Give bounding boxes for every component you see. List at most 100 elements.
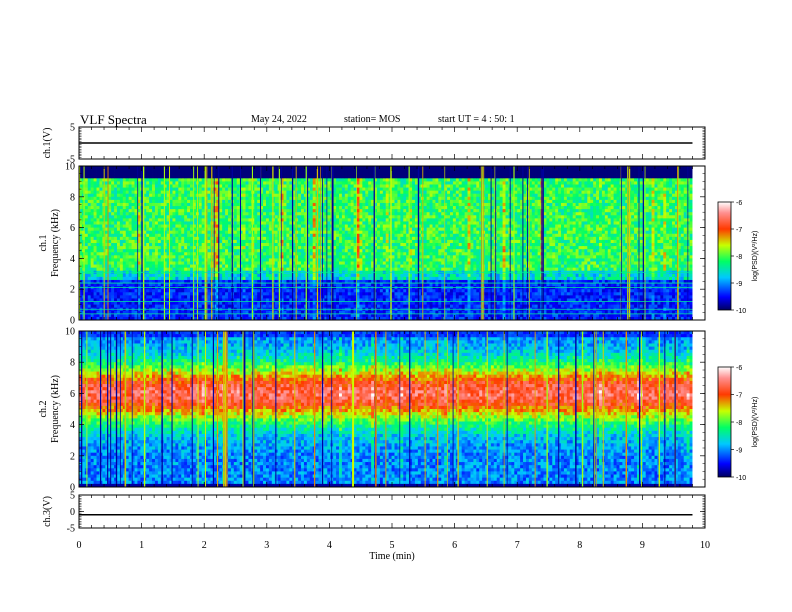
spectrogram-cell	[108, 212, 112, 216]
spectrogram-cell	[222, 190, 226, 195]
spectrogram-cell	[248, 193, 252, 198]
spectrogram-cell	[265, 209, 270, 213]
spectrogram-cell	[353, 267, 357, 272]
spectrogram-cell	[93, 279, 97, 284]
spectrogram-cell	[190, 310, 194, 315]
spectrogram-cell	[359, 196, 363, 201]
spectrogram-cell	[152, 249, 156, 253]
spectrogram-cell	[190, 190, 194, 195]
spectrogram-cell	[327, 187, 331, 192]
spectrogram-cell	[125, 178, 130, 182]
spectrogram-cell	[260, 276, 264, 281]
spectrogram-cell	[359, 166, 363, 170]
spectrogram-cell	[178, 193, 182, 198]
spectrogram-cell	[324, 298, 328, 302]
spectrogram-cell	[219, 267, 223, 272]
spectrogram-cell	[143, 230, 147, 235]
spectrogram-cell	[116, 279, 121, 284]
spectrogram-cell	[108, 181, 112, 185]
spectrogram-cell	[274, 258, 279, 262]
spectrogram-cell	[344, 202, 349, 207]
spectrogram-cell	[344, 193, 349, 198]
spectrogram-cell	[154, 289, 159, 293]
spectrogram-cell	[260, 313, 264, 318]
spectrogram-cell	[143, 209, 147, 213]
spectrogram-cell	[341, 181, 346, 185]
spectrogram-cell	[260, 283, 264, 287]
spectrogram-cell	[152, 230, 156, 235]
spectrogram-cell	[169, 273, 173, 278]
spectrogram-cell	[114, 264, 118, 269]
spectrogram-cell	[172, 215, 176, 219]
spectrogram-cell	[239, 169, 243, 173]
spectrogram-cell	[204, 172, 208, 176]
spectrogram-cell	[169, 292, 173, 296]
spectrogram-cell	[172, 316, 176, 320]
spectrogram-cell	[79, 276, 83, 281]
spectrogram-cell	[84, 304, 89, 309]
spectrogram-cell	[108, 227, 112, 232]
spectrogram-cell	[125, 190, 130, 195]
spectrogram-cell	[257, 224, 261, 228]
spectrogram-cell	[187, 178, 191, 182]
spectrogram-cell	[93, 196, 97, 201]
spectrogram-cell	[225, 166, 229, 170]
spectrogram-cell	[289, 202, 293, 207]
spectrogram-cell	[236, 218, 241, 222]
spectrogram-cell	[201, 313, 206, 318]
spectrogram-cell	[303, 304, 308, 309]
spectrogram-cell	[327, 298, 331, 302]
spectrogram-cell	[350, 184, 354, 188]
spectrogram-cell	[274, 181, 279, 185]
spectrogram-cell	[254, 261, 258, 265]
spectrogram-cell	[242, 249, 246, 253]
spectrogram-cell	[263, 196, 267, 201]
spectrogram-cell	[347, 273, 352, 278]
spectrogram-cell	[280, 199, 284, 204]
spectrogram-cell	[105, 212, 109, 216]
spectrogram-cell	[295, 184, 299, 188]
spectrogram-cell	[201, 258, 206, 262]
spectrogram-cell	[96, 310, 100, 315]
spectrogram-cell	[339, 215, 343, 219]
spectrogram-cell	[143, 267, 147, 272]
spectrogram-cell	[251, 310, 255, 315]
spectrogram-cell	[114, 246, 118, 250]
spectrogram-cell	[146, 206, 150, 210]
spectrogram-cell	[286, 316, 290, 320]
spectrogram-cell	[350, 289, 354, 293]
spectrogram-cell	[219, 239, 223, 244]
spectrogram-cell	[198, 181, 203, 185]
spectrogram-cell	[327, 193, 331, 198]
spectrogram-cell	[242, 292, 246, 296]
spectrogram-cell	[163, 246, 168, 250]
spectrogram-cell	[204, 236, 208, 241]
spectrogram-cell	[163, 261, 168, 265]
spectrogram-cell	[187, 310, 191, 315]
spectrogram-cell	[254, 301, 258, 305]
spectrogram-cell	[324, 267, 328, 272]
spectrogram-cell	[347, 283, 352, 287]
spectrogram-cell	[134, 298, 138, 302]
spectrogram-cell	[152, 187, 156, 192]
spectrogram-cell	[336, 218, 340, 222]
spectrogram-cell	[79, 261, 83, 265]
spectrogram-cell	[248, 221, 252, 225]
spectrogram-cell	[298, 199, 302, 204]
spectrogram-cell	[353, 184, 357, 188]
spectrogram-cell	[309, 313, 314, 318]
spectrogram-cell	[344, 249, 349, 253]
spectrogram-cell	[79, 209, 83, 213]
spectrogram-cell	[146, 184, 150, 188]
spectrogram-cell	[131, 193, 135, 198]
spectrogram-cell	[160, 187, 165, 192]
spectrogram-cell	[356, 313, 360, 318]
spectrogram-cell	[219, 184, 223, 188]
spectrogram-cell	[225, 252, 229, 256]
spectrogram-cell	[131, 202, 135, 207]
spectrogram-cell	[359, 187, 363, 192]
spectrogram-cell	[192, 276, 197, 281]
spectrogram-cell	[207, 264, 211, 269]
spectrogram-cell	[324, 301, 328, 305]
spectrogram-cell	[236, 273, 241, 278]
